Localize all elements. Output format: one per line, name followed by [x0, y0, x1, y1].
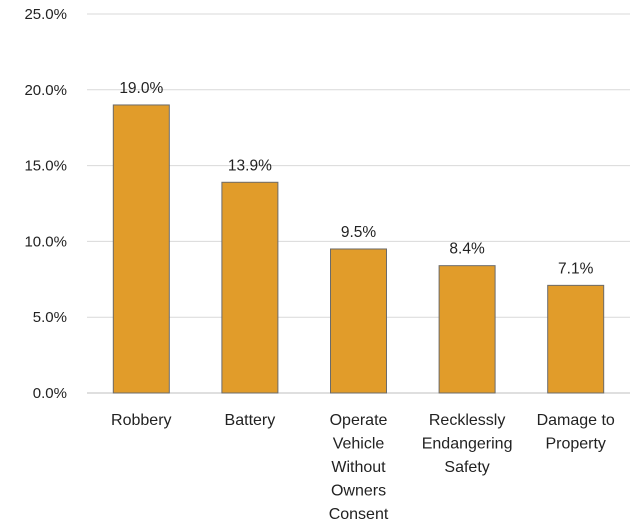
x-axis-category-labels: Robbery Battery Operate Vehicle Without Owner…: [111, 412, 615, 523]
data-label: 7.1%: [558, 260, 594, 277]
bar: [547, 284, 605, 394]
y-tick-label: 25.0%: [24, 6, 67, 23]
category-label: Operate Vehicle Without Owners Consent: [329, 412, 389, 523]
gridlines: [87, 13, 630, 394]
data-label: 13.9%: [228, 157, 272, 174]
category-label-line: Owners: [331, 483, 386, 500]
category-label-line: Consent: [329, 506, 389, 523]
y-tick-label: 20.0%: [24, 82, 67, 99]
category-label-line: Battery: [225, 412, 276, 429]
category-label-line: Operate: [330, 412, 388, 429]
category-label-line: Without: [331, 459, 386, 476]
category-label: Recklessly Endangering Safety: [422, 412, 513, 476]
category-label-line: Vehicle: [333, 436, 385, 453]
category-label-line: Recklessly: [429, 412, 505, 429]
y-tick-label: 15.0%: [24, 158, 67, 175]
bar: [221, 181, 279, 394]
y-tick-label: 10.0%: [24, 233, 67, 250]
data-labels: 19.0% 13.9% 9.5% 8.4% 7.1%: [119, 80, 593, 277]
category-label: Damage to Property: [537, 412, 615, 453]
y-tick-label: 0.0%: [33, 385, 67, 402]
data-label: 19.0%: [119, 80, 163, 97]
data-label: 8.4%: [449, 241, 485, 258]
data-label: 9.5%: [341, 224, 377, 241]
bars: [112, 104, 605, 394]
bar: [438, 265, 496, 394]
category-label: Robbery: [111, 412, 171, 429]
bar: [112, 104, 170, 394]
bar: [330, 248, 387, 394]
category-label-line: Endangering: [422, 436, 513, 453]
y-tick-label: 5.0%: [33, 309, 67, 326]
category-label-line: Safety: [444, 459, 489, 476]
y-axis-tick-labels: 0.0% 5.0% 10.0% 15.0% 20.0% 25.0%: [24, 6, 67, 402]
category-label-line: Robbery: [111, 412, 171, 429]
category-label-line: Damage to: [537, 412, 615, 429]
category-label-line: Property: [545, 436, 605, 453]
category-label: Battery: [225, 412, 276, 429]
